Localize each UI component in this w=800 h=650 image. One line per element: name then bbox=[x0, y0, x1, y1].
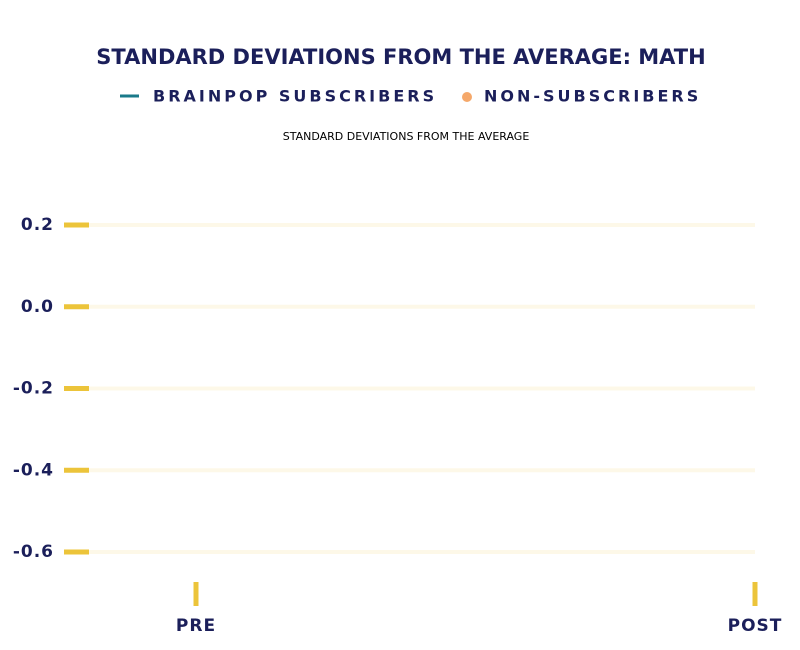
y-tick-label: -0.2 bbox=[13, 379, 54, 399]
y-tick-label: -0.4 bbox=[13, 460, 54, 480]
legend-label: NON-SUBSCRIBERS bbox=[484, 87, 701, 106]
legend-swatch bbox=[462, 92, 472, 102]
legend-label: BRAINPOP SUBSCRIBERS bbox=[153, 87, 437, 106]
y-axis-label: STANDARD DEVIATIONS FROM THE AVERAGE bbox=[283, 130, 530, 143]
y-tick-label: 0.2 bbox=[21, 215, 54, 235]
y-tick-label: -0.6 bbox=[13, 542, 54, 562]
y-tick-label: 0.0 bbox=[21, 297, 54, 317]
chart-title: STANDARD DEVIATIONS FROM THE AVERAGE: MA… bbox=[96, 45, 705, 69]
x-tick-label: POST bbox=[728, 616, 783, 636]
x-tick-label: PRE bbox=[176, 616, 216, 636]
